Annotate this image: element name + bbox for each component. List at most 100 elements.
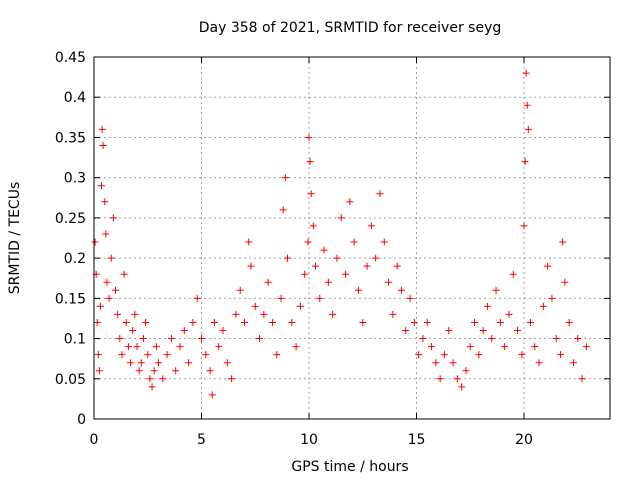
data-point: [304, 238, 312, 246]
data-point: [539, 302, 547, 310]
data-point: [505, 310, 513, 318]
data-point: [488, 335, 496, 343]
data-point: [406, 294, 414, 302]
data-point: [466, 343, 474, 351]
data-point: [350, 238, 358, 246]
data-point: [346, 198, 354, 206]
data-point: [440, 351, 448, 359]
data-point: [264, 278, 272, 286]
chart-title: Day 358 of 2021, SRMTID for receiver sey…: [199, 20, 502, 36]
data-point: [114, 310, 122, 318]
data-point: [380, 238, 388, 246]
data-point: [342, 270, 350, 278]
data-point: [363, 262, 371, 270]
data-point: [288, 318, 296, 326]
data-point: [142, 318, 150, 326]
data-point: [102, 230, 110, 238]
data-point: [91, 238, 99, 246]
data-point: [501, 343, 509, 351]
data-point: [148, 383, 156, 391]
data-point: [150, 367, 158, 375]
x-axis-label: GPS time / hours: [291, 459, 408, 475]
data-point: [247, 262, 255, 270]
data-point: [219, 327, 227, 335]
data-point: [526, 318, 534, 326]
data-point: [324, 278, 332, 286]
data-point: [449, 359, 457, 367]
y-tick-label: 0: [77, 412, 86, 428]
plot-frame: [93, 56, 611, 420]
data-point: [251, 302, 259, 310]
data-point: [305, 133, 313, 141]
data-point: [548, 294, 556, 302]
data-point: [228, 375, 236, 383]
data-point: [462, 367, 470, 375]
data-point: [296, 302, 304, 310]
data-point: [279, 206, 287, 214]
data-point: [98, 182, 106, 190]
data-point: [139, 335, 147, 343]
data-point: [492, 286, 500, 294]
data-point: [124, 343, 132, 351]
data-point: [241, 318, 248, 326]
y-tick-label: 0.05: [55, 372, 86, 388]
data-point: [144, 351, 152, 359]
data-point: [284, 254, 291, 262]
data-point: [565, 318, 573, 326]
data-point: [445, 327, 453, 335]
data-point: [93, 318, 101, 326]
data-point: [223, 359, 231, 367]
axis-ticks: 0 0.05 0.1 0.15 0.2 0.25 0.3 0.35 0.4 0.45 0 5 10 15 2…: [55, 50, 610, 448]
data-point: [521, 158, 529, 166]
data-point: [402, 327, 410, 335]
data-point: [268, 318, 276, 326]
y-tick-label: 0.25: [55, 211, 86, 227]
data-point: [309, 222, 317, 230]
data-point: [107, 254, 115, 262]
y-tick-label: 0.15: [55, 291, 86, 307]
data-point: [316, 294, 324, 302]
y-tick-label: 0.35: [55, 130, 86, 146]
data-point: [103, 278, 111, 286]
data-point: [122, 318, 130, 326]
data-point: [432, 359, 440, 367]
data-point: [167, 335, 175, 343]
data-point: [475, 351, 483, 359]
data-point: [578, 375, 586, 383]
data-point: [544, 262, 552, 270]
y-tick-label: 0.3: [64, 171, 86, 187]
x-tick-label: 15: [408, 432, 426, 448]
data-point: [99, 141, 107, 149]
grid-lines: [94, 57, 610, 419]
data-point: [96, 302, 104, 310]
data-point: [376, 190, 384, 198]
data-point: [524, 125, 532, 133]
data-point: [522, 69, 530, 77]
data-point: [307, 190, 315, 198]
data-point: [94, 351, 102, 359]
data-point: [210, 318, 218, 326]
data-point: [458, 383, 466, 391]
data-point: [561, 278, 569, 286]
data-point: [101, 198, 109, 206]
data-point: [256, 335, 264, 343]
x-tick-label: 5: [197, 432, 206, 448]
data-point: [574, 335, 582, 343]
data-point: [116, 335, 124, 343]
data-point: [292, 343, 300, 351]
data-point: [333, 254, 341, 262]
data-point: [471, 318, 479, 326]
data-point: [198, 335, 205, 343]
y-tick-label: 0.4: [64, 90, 86, 106]
data-point: [137, 359, 145, 367]
data-point: [393, 262, 401, 270]
data-point: [552, 335, 560, 343]
data-point: [152, 343, 160, 351]
x-tick-label: 0: [90, 432, 99, 448]
data-point: [354, 286, 362, 294]
data-point: [359, 318, 367, 326]
data-point: [281, 174, 289, 182]
data-point: [311, 262, 319, 270]
y-tick-label: 0.45: [55, 50, 86, 66]
data-point: [133, 343, 141, 351]
